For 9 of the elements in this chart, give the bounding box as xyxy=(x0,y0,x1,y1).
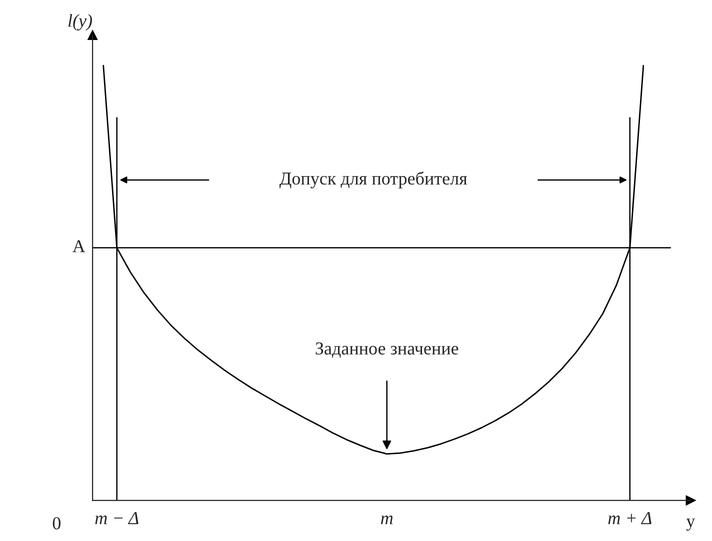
annotation: Заданное значение xyxy=(316,342,458,358)
x-axis-title: y xyxy=(686,518,696,531)
x-tick-label: m xyxy=(381,516,393,524)
annotation: Допуск для потребителя xyxy=(279,172,468,188)
ref-line-label: A xyxy=(72,240,86,252)
x-tick-label: m + Δ xyxy=(608,512,652,524)
text: 0 xyxy=(52,517,60,530)
x-tick-label: m − Δ xyxy=(95,512,138,524)
y-axis-title: l(y) xyxy=(68,14,92,31)
